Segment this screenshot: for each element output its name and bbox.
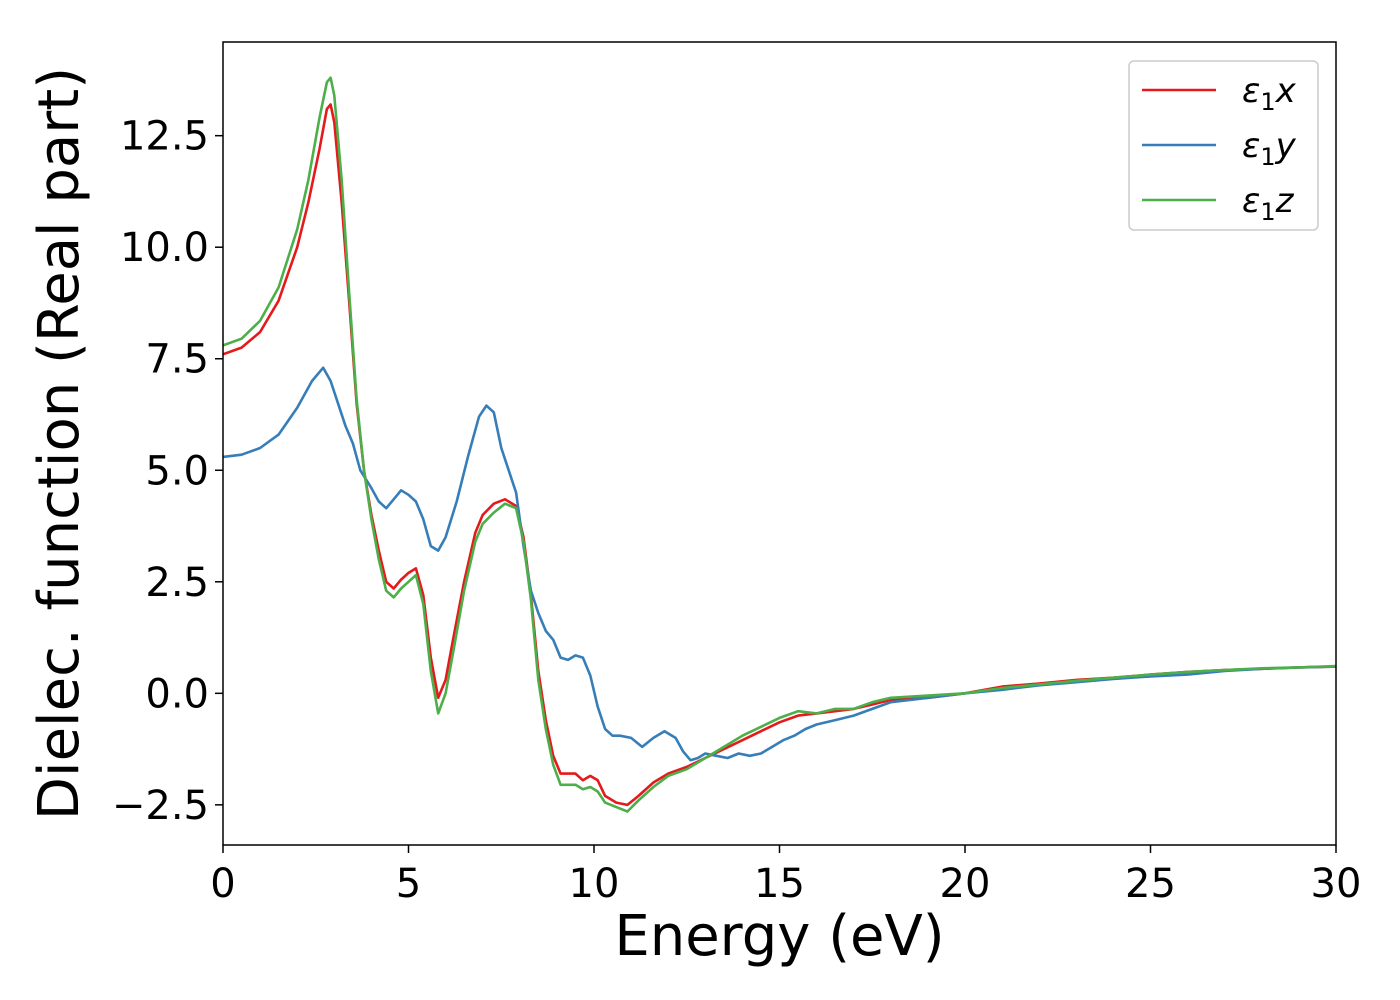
x-axis: 0 5 10 15 20 25 30	[210, 845, 1361, 907]
y-tick-label: 10.0	[120, 225, 209, 271]
x-tick-label: 30	[1311, 861, 1362, 907]
y-axis: −2.5 0.0 2.5 5.0 7.5 10.0 12.5	[112, 114, 223, 829]
y-tick-label: 12.5	[120, 114, 209, 160]
y-tick-label: 2.5	[145, 560, 209, 606]
legend-box	[1128, 60, 1319, 231]
x-tick-label: 5	[396, 861, 421, 907]
x-tick-label: 15	[754, 861, 805, 907]
x-tick-label: 20	[940, 861, 991, 907]
series-line-z	[222, 76, 1337, 813]
legend-label-y: ε1y	[1242, 126, 1297, 171]
y-tick-label: 5.0	[145, 448, 209, 494]
legend-label-z: ε1z	[1242, 181, 1295, 226]
x-axis-title: Energy (eV)	[614, 904, 944, 969]
series-line-y	[222, 366, 1337, 762]
legend-label-x: ε1x	[1242, 71, 1297, 116]
x-tick-label: 10	[569, 861, 620, 907]
legend: ε1x ε1y ε1z	[1128, 60, 1319, 231]
x-tick-label: 0	[210, 861, 235, 907]
x-tick-label: 25	[1125, 861, 1176, 907]
y-axis-title: Dielec. function (Real part)	[27, 67, 92, 820]
y-tick-label: 0.0	[145, 671, 209, 717]
y-tick-label: 7.5	[145, 337, 209, 383]
y-tick-label: −2.5	[112, 783, 209, 829]
